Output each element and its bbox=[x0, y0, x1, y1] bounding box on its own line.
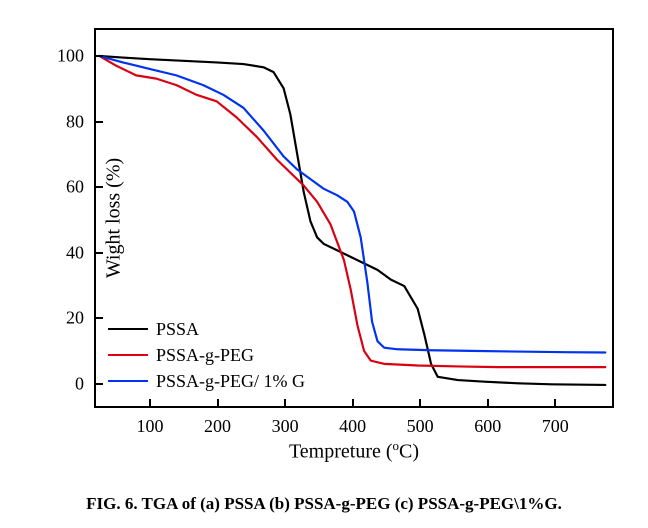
xtick-label: 500 bbox=[407, 406, 434, 437]
xtick-label: 200 bbox=[204, 406, 231, 437]
legend-swatch bbox=[108, 380, 148, 383]
xtick-mark bbox=[149, 399, 151, 406]
xtick-mark bbox=[352, 399, 354, 406]
ytick-label: 40 bbox=[66, 242, 96, 263]
ytick-mark bbox=[96, 55, 103, 57]
ytick-label: 60 bbox=[66, 177, 96, 198]
y-axis-label: Wight loss (%) bbox=[103, 158, 126, 278]
figure-caption: FIG. 6. TGA of (a) PSSA (b) PSSA-g-PEG (… bbox=[0, 494, 648, 514]
ytick-label: 20 bbox=[66, 308, 96, 329]
ytick-label: 100 bbox=[57, 46, 96, 67]
xtick-mark bbox=[217, 399, 219, 406]
legend-item: PSSA-g-PEG bbox=[108, 342, 305, 368]
xtick-label: 600 bbox=[474, 406, 501, 437]
legend-label: PSSA bbox=[156, 316, 199, 342]
legend-swatch bbox=[108, 328, 148, 331]
x-axis-label: Tempreture (oC) bbox=[289, 438, 419, 464]
xtick-label: 300 bbox=[272, 406, 299, 437]
xtick-label: 700 bbox=[542, 406, 569, 437]
ytick-label: 0 bbox=[75, 373, 96, 394]
legend-item: PSSA bbox=[108, 316, 305, 342]
legend-swatch bbox=[108, 354, 148, 357]
plot-area: PSSAPSSA-g-PEGPSSA-g-PEG/ 1% G 020406080… bbox=[94, 28, 614, 408]
series-pssa-g-peg-1-g bbox=[99, 56, 605, 353]
xtick-mark bbox=[419, 399, 421, 406]
ytick-mark bbox=[96, 383, 103, 385]
ytick-mark bbox=[96, 317, 103, 319]
legend-label: PSSA-g-PEG bbox=[156, 342, 254, 368]
legend: PSSAPSSA-g-PEGPSSA-g-PEG/ 1% G bbox=[108, 316, 305, 394]
xtick-mark bbox=[284, 399, 286, 406]
legend-item: PSSA-g-PEG/ 1% G bbox=[108, 368, 305, 394]
xtick-mark bbox=[487, 399, 489, 406]
legend-label: PSSA-g-PEG/ 1% G bbox=[156, 368, 305, 394]
xtick-label: 100 bbox=[137, 406, 164, 437]
tga-chart: PSSAPSSA-g-PEGPSSA-g-PEG/ 1% G 0 20 40 60 80… bbox=[14, 10, 634, 470]
ytick-label: 80 bbox=[66, 111, 96, 132]
xtick-label: 400 bbox=[339, 406, 366, 437]
xtick-mark bbox=[554, 399, 556, 406]
ytick-mark bbox=[96, 121, 103, 123]
